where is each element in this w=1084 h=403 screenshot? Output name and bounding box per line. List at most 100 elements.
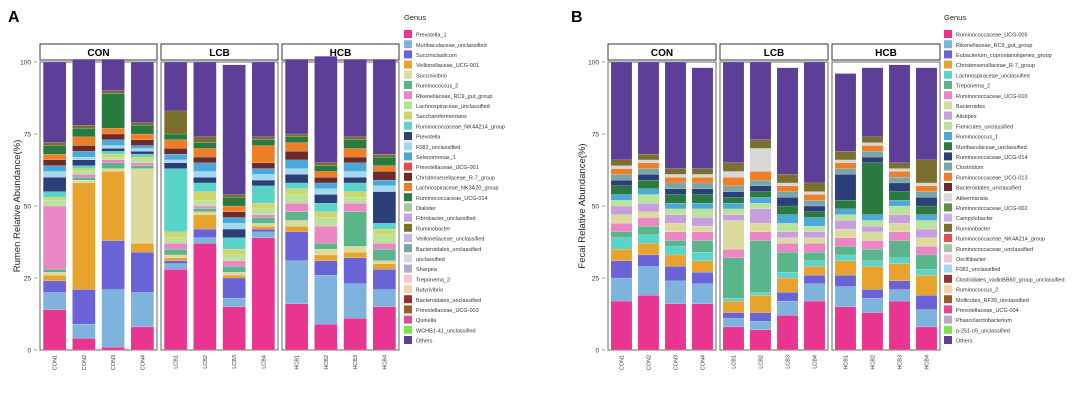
bar-segment-lcb2-ruminobacter — [749, 139, 772, 149]
legend-entry-label: Succinivibrio — [416, 73, 447, 79]
bar-segment-con3-firmicutes-unclassified — [664, 208, 687, 215]
facet-strip — [831, 43, 941, 61]
legend-entry-label: unclassified — [416, 257, 445, 263]
bar-segment-con1-selenomonas-1 — [43, 165, 67, 172]
bar-segment-con1-akkermansia — [610, 165, 633, 169]
bar-segment-hcb1-muribaculaceae-unclassified — [834, 200, 857, 209]
bar-segment-lcb4-lachnospiraceae-nk3a20-group — [251, 145, 275, 163]
legend-entry-label: F082_unclassified — [416, 145, 460, 151]
bar-segment-hcb3-muribaculaceae-unclassified — [888, 191, 911, 201]
bar-segment-hcb3-ruminococcaceae-ucg-014 — [343, 139, 367, 149]
bar-segment-con4-firmicutes-unclassified — [691, 208, 714, 218]
legend-entry-label: Ruminococcaceae_UCG-010 — [956, 94, 1028, 100]
legend-swatch — [404, 193, 412, 202]
facet-strip — [719, 43, 829, 61]
bar-segment-hcb4-prevotella-1 — [372, 306, 396, 351]
legend-entry-label: Sharpea — [416, 267, 438, 273]
y-axis-label: Fecal Relative Abundance(%) — [577, 143, 588, 268]
bar-segment-lcb2-prevotella-1 — [193, 243, 217, 351]
bar-segment-lcb4-succinivibrio — [251, 223, 275, 227]
bar-segment-lcb2-muribaculaceae-unclassified — [193, 237, 217, 244]
legend-entry-label: Prevotellaceae_UCG-003 — [416, 308, 479, 314]
bar-segment-hcb1-succiniclasticum — [285, 231, 309, 261]
legend-swatch — [404, 40, 412, 49]
sample-label: HCB4 — [382, 355, 388, 370]
bar-segment-lcb4-eubacterium-coprostanoligenes-group — [803, 275, 826, 284]
bar-segment-lcb4-prevotella-1 — [251, 237, 275, 351]
bar-segment-hcb2-rikenellaceae-rc9-gut-group — [861, 298, 884, 313]
bar-segment-hcb4-lachnospiraceae-unclassified — [915, 269, 938, 276]
facet-strip — [607, 43, 717, 61]
bar-segment-hcb2-eubacterium-coprostanoligenes-group — [861, 289, 884, 299]
legend-entry-label: Dialister — [416, 206, 436, 212]
bar-segment-hcb1-ruminobacter — [834, 151, 857, 160]
bar-segment-con2-f082-unclassified — [72, 156, 96, 160]
bar-segment-hcb3-succiniclasticum — [343, 257, 367, 284]
bar-segment-hcb4-ruminococcaceae-ucg-013 — [915, 185, 938, 192]
bar-segment-con2-veillonellaceae-ucg-001 — [72, 182, 96, 290]
sample-label: HCB1 — [844, 355, 850, 370]
bar-segment-hcb2-succinivibrio — [314, 249, 338, 256]
bar-segment-con3-others — [664, 61, 687, 169]
bar-segment-lcb3-christensenellaceae-r-7-group — [776, 277, 799, 293]
bar-segment-con2-others — [72, 59, 96, 126]
bar-segment-lcb4-prevotella — [251, 180, 275, 186]
legend-swatch — [404, 213, 412, 222]
bar-segment-con1-others — [43, 61, 67, 143]
bar-segment-hcb2-firmicutes-unclassified — [861, 220, 884, 227]
bar-segment-lcb2-eubacterium-coprostanoligenes-group — [749, 312, 772, 322]
bar-segment-con2-clostridium — [637, 168, 660, 175]
bar-segment-hcb1-ruminococcaceae-nk4a214-group — [285, 182, 309, 189]
bar-segment-con3-alistipes — [664, 214, 687, 224]
bar-segment-lcb4-others — [803, 61, 826, 184]
legend-entry-label: Ruminococcaceae_UCG-014 — [956, 155, 1028, 161]
bar-segment-hcb3-veillonellaceae-ucg-001 — [343, 252, 367, 258]
bar-segment-lcb4-ruminococcaceae-nk4a214-group — [251, 185, 275, 204]
bar-segment-lcb1-prevotella-1 — [164, 269, 188, 351]
legend-entry-label: Ruminococcaceae_NK4A214_group — [956, 237, 1045, 243]
bar-segment-hcb4-lachnospiraceae-unclassified — [372, 234, 396, 244]
bar-segment-hcb3-bacteroides — [888, 223, 911, 232]
bar-segment-lcb3-ruminococcus-1 — [776, 214, 799, 224]
bar-segment-lcb4-bacteroides — [803, 237, 826, 244]
legend-swatch — [404, 203, 412, 212]
bar-segment-hcb2-muribaculaceae-unclassified — [861, 162, 884, 215]
bar-segment-hcb3-others — [888, 64, 911, 163]
bar-segment-lcb4-veillonellaceae-ucg-001 — [251, 226, 275, 230]
bar-segment-con2-alistipes — [637, 203, 660, 212]
legend-entry-label: Lachnospiraceae_unclassified — [956, 73, 1030, 79]
bar-segment-con1-ruminobacter — [43, 142, 67, 146]
bar-segment-lcb4-ruminococcaceae-ucg-005 — [803, 300, 826, 351]
bar-segment-con1-alistipes — [610, 205, 633, 215]
bar-segment-lcb4-treponema-2 — [803, 252, 826, 261]
bar-segment-con1-succiniclasticum — [43, 280, 67, 293]
legend-swatch — [404, 305, 412, 314]
bar-segment-lcb1-others — [164, 61, 188, 112]
bar-segment-lcb1-lachnospiraceae-nk3a20-group — [164, 139, 188, 149]
bar-segment-lcb4-rikenellaceae-rc9-gut-group — [803, 283, 826, 302]
bar-segment-hcb1-muribaculaceae-unclassified — [285, 260, 309, 304]
bar-segment-con1-rikenellaceae-rc9-gut-group — [43, 205, 67, 270]
bar-segment-hcb4-muribaculaceae-unclassified — [915, 205, 938, 215]
bar-segment-hcb2-akkermansia — [861, 142, 884, 146]
legend-swatch — [944, 285, 952, 293]
bar-segment-hcb4-selenomonas-1 — [372, 180, 396, 186]
facet-strip — [281, 43, 400, 61]
bar-segment-hcb2-treponema-2 — [861, 249, 884, 261]
bar-segment-con4-akkermansia — [691, 174, 714, 178]
bar-segment-lcb3-succinivibrio — [222, 272, 246, 276]
bar-segment-hcb2-bacteroides — [861, 231, 884, 241]
bar-segment-hcb1-akkermansia — [834, 159, 857, 163]
bar-segment-con3-ruminococcaceae-ucg-005 — [664, 303, 687, 351]
legend-entry-label: Oscillibacter — [956, 257, 986, 263]
bar-segment-lcb4-saccharofermentans — [251, 203, 275, 209]
bar-segment-lcb2-ruminobacter — [193, 136, 217, 143]
bar-segment-lcb2-selenomonas-1 — [193, 162, 217, 172]
bar-segment-lcb1-ruminococcaceae-ucg-010 — [722, 249, 745, 258]
legend-entry-label: p-251-o5_unclassified — [956, 328, 1010, 334]
bar-segment-lcb4-clostridium — [803, 200, 826, 207]
bar-segment-con4-ruminobacter — [130, 122, 154, 126]
bar-segment-con4-muribaculaceae-unclassified — [130, 292, 154, 328]
bar-segment-con2-prevotella — [72, 159, 96, 166]
bar-segment-hcb1-alistipes — [834, 220, 857, 230]
